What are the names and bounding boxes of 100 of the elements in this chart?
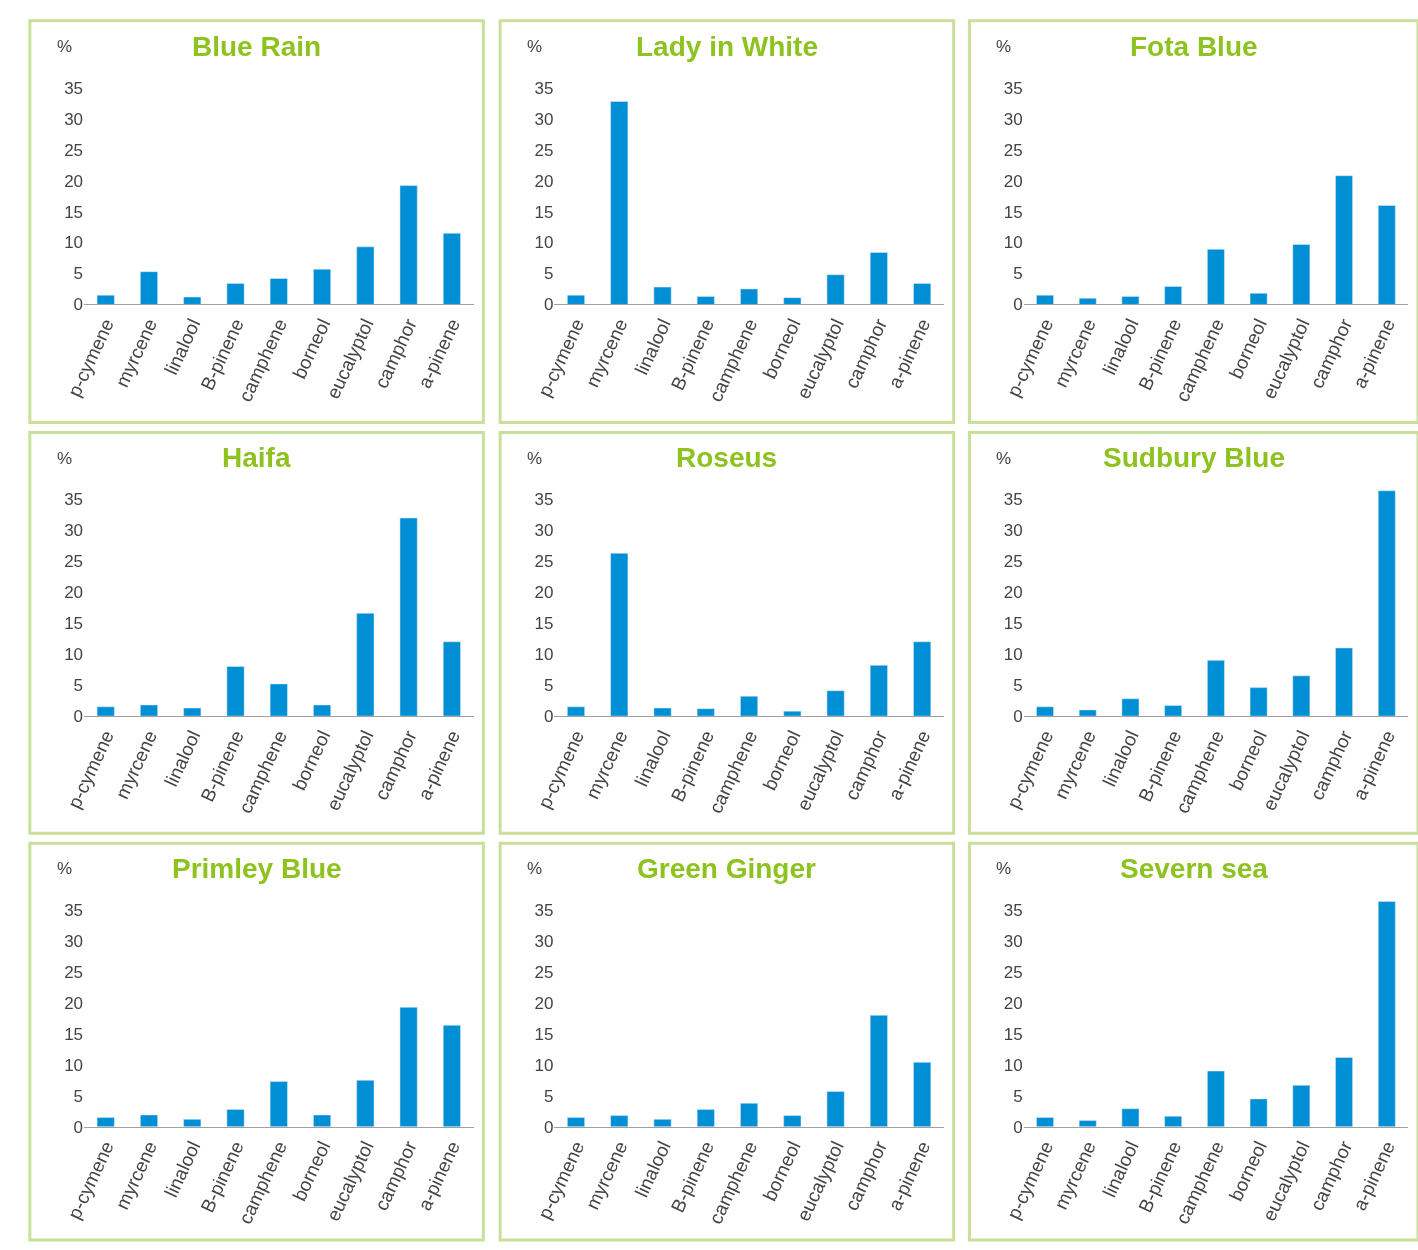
y-tick-label: 30 [534,931,554,951]
y-tick-label: 10 [534,233,554,253]
y-tick-label: 15 [534,202,554,222]
bar [1207,660,1225,717]
y-tick-label: 20 [534,993,554,1013]
y-tick-label: 25 [64,962,84,982]
bar [869,665,888,717]
bar [696,1109,715,1127]
bar [183,1119,202,1127]
y-tick-label: 20 [1003,171,1023,191]
bar [140,271,158,305]
y-tick-label: 15 [64,202,84,222]
bar [96,294,115,305]
y-tick-label: 5 [1013,1086,1023,1106]
y-tick-label: 30 [1003,109,1023,129]
bar [696,296,715,305]
y-tick-label: 5 [543,1086,554,1106]
y-tick-label: 0 [543,295,554,315]
bar [226,1109,245,1127]
y-tick-label: 35 [534,78,554,98]
bar [313,268,331,305]
y-axis-title: % [527,449,543,468]
bar [1164,705,1182,717]
y-tick-label: 0 [543,1117,554,1137]
bar [399,517,418,717]
y-tick-label: 10 [64,233,84,253]
bar [399,185,418,305]
y-tick-label: 5 [1013,676,1023,696]
chart-title: Haifa [222,442,291,473]
bar [1292,675,1311,717]
y-tick-label: 5 [73,676,84,696]
bar [1335,1057,1353,1127]
bar [442,233,461,305]
bar [1292,1085,1311,1127]
bar [1078,298,1097,305]
y-tick-label: 5 [73,264,84,284]
bar [226,283,245,305]
y-tick-label: 20 [534,171,554,191]
y-tick-label: 15 [64,1024,84,1044]
y-tick-label: 30 [1003,931,1023,951]
y-tick-label: 10 [534,1055,554,1075]
y-tick-label: 20 [1003,583,1023,603]
bar [1036,294,1054,305]
y-tick-label: 35 [534,901,554,921]
y-tick-label: 15 [1003,1024,1023,1044]
y-axis-title: % [996,859,1012,878]
y-tick-label: 35 [1003,78,1023,98]
y-tick-label: 25 [534,140,554,160]
bar [313,1114,331,1127]
y-tick-label: 0 [73,1117,84,1137]
y-tick-label: 15 [1003,202,1023,222]
y-tick-label: 20 [64,583,84,603]
bar [610,1115,629,1127]
y-axis-title: % [57,37,73,56]
bar [269,683,288,717]
y-tick-label: 25 [534,552,554,572]
chart-title: Blue Rain [192,31,322,62]
bar [913,1062,932,1127]
y-tick-label: 15 [64,614,84,634]
y-tick-label: 0 [1013,295,1023,315]
y-tick-label: 35 [534,490,554,510]
y-axis-title: % [996,449,1012,468]
bar [1292,244,1311,305]
bar [183,296,202,305]
y-tick-label: 0 [543,707,554,727]
y-axis-title: % [996,37,1012,56]
bar [1249,1098,1268,1127]
y-tick-label: 35 [1003,901,1023,921]
bar [783,1115,802,1127]
bar [783,297,802,305]
y-tick-label: 0 [1013,1117,1023,1137]
bar [653,707,672,717]
chart-title: Severn sea [1120,853,1269,884]
bar [740,288,758,305]
y-tick-label: 10 [64,645,84,665]
bar [740,1102,758,1127]
bar [442,641,461,717]
bar [269,1081,288,1127]
bar [356,613,375,717]
chart-title: Green Ginger [637,853,817,884]
y-tick-label: 35 [64,901,84,921]
bar [1207,249,1225,305]
bar [913,641,932,717]
bar [653,286,672,305]
bar [183,707,202,717]
bar [1377,490,1396,717]
bar [610,101,629,305]
y-tick-label: 5 [543,676,554,696]
y-tick-label: 30 [64,109,84,129]
bar [140,1114,158,1127]
y-tick-label: 0 [73,295,84,315]
bar [610,553,629,717]
bar [740,696,758,717]
y-tick-label: 5 [73,1086,84,1106]
bar [226,666,245,717]
y-axis-title: % [527,37,543,56]
bar [826,1091,845,1127]
bar [869,1015,888,1127]
y-tick-label: 10 [1003,645,1023,665]
bar [783,710,802,717]
